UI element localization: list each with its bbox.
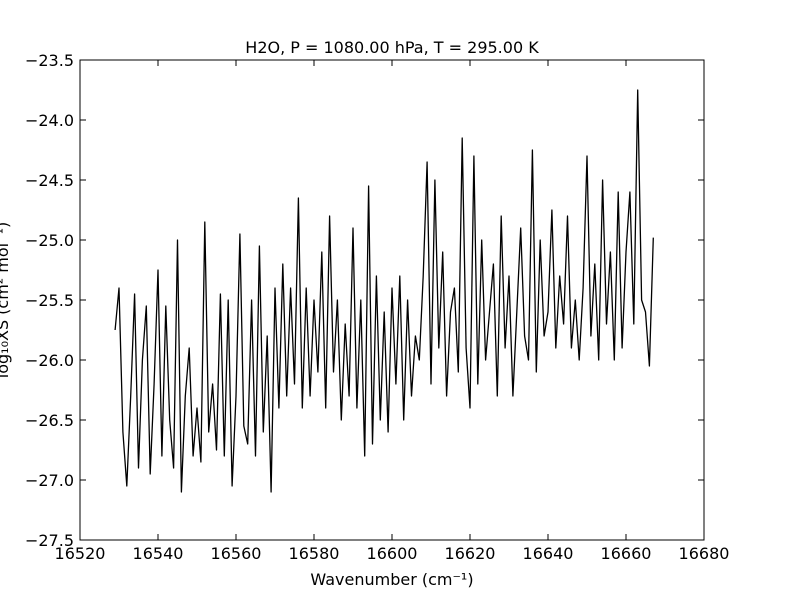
y-tick-label: −25.0 [25, 231, 74, 250]
x-tick-label: 16680 [679, 544, 730, 563]
y-tick-label: −23.5 [25, 51, 74, 70]
x-tick-label: 16580 [289, 544, 340, 563]
y-tick-label: −24.0 [25, 111, 74, 130]
x-tick-label: 16640 [523, 544, 574, 563]
x-tick-label: 16620 [445, 544, 496, 563]
y-tick-label: −24.5 [25, 171, 74, 190]
x-tick-label: 16540 [133, 544, 184, 563]
y-tick-label: −27.5 [25, 531, 74, 550]
y-tick-label: −26.0 [25, 351, 74, 370]
y-tick-label: −27.0 [25, 471, 74, 490]
spectrum-line [114, 89, 654, 493]
y-tick-label: −26.5 [25, 411, 74, 430]
y-tick-label: −25.5 [25, 291, 74, 310]
plot-frame [79, 59, 705, 541]
x-tick-label: 16600 [367, 544, 418, 563]
y-axis-label: log₁₀XS (cm² mol⁻¹) [0, 222, 12, 378]
x-tick-label: 16520 [55, 544, 106, 563]
x-axis-label: Wavenumber (cm⁻¹) [310, 570, 473, 589]
chart-title: H2O, P = 1080.00 hPa, T = 295.00 K [245, 38, 539, 57]
x-tick-label: 16560 [211, 544, 262, 563]
x-tick-label: 16660 [601, 544, 652, 563]
